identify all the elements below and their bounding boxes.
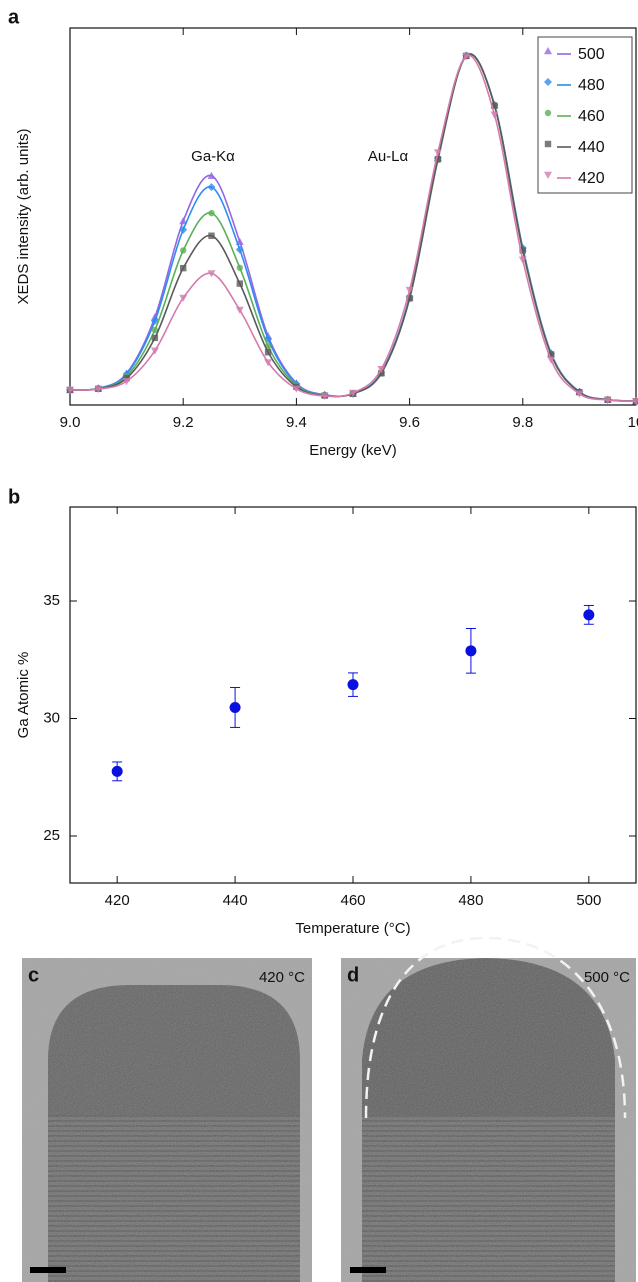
data-point xyxy=(229,701,241,713)
micrograph-c: c 420 °C xyxy=(22,958,312,1282)
legend-box xyxy=(537,36,633,194)
x-axis-label: Energy (keV) xyxy=(309,442,397,459)
x-tick-label: 10 xyxy=(628,414,638,431)
y-tick-label: 30 xyxy=(43,709,60,726)
panel-label: c xyxy=(28,964,39,986)
image-caption: 500 °C xyxy=(584,969,630,986)
legend-marker xyxy=(544,109,552,117)
legend-label: 440 xyxy=(578,139,605,156)
panel-label: a xyxy=(8,6,20,28)
annotation: Ga-Kα xyxy=(191,148,235,165)
x-tick-label: 9.4 xyxy=(286,414,307,431)
legend-label: 420 xyxy=(578,170,605,187)
x-tick-label: 9.0 xyxy=(60,414,81,431)
data-point xyxy=(465,645,477,657)
y-tick-label: 35 xyxy=(43,592,60,609)
x-tick-label: 9.2 xyxy=(173,414,194,431)
x-axis-label: Temperature (°C) xyxy=(295,920,410,937)
series-line xyxy=(69,53,637,403)
legend-marker xyxy=(544,140,552,148)
legend-label: 460 xyxy=(578,108,605,125)
x-tick-label: 9.8 xyxy=(512,414,533,431)
x-tick-label: 480 xyxy=(458,892,483,909)
micrograph-d: d 500 °C xyxy=(341,936,636,1282)
y-axis-label: XEDS intensity (arb. units) xyxy=(15,129,32,305)
panel-label: d xyxy=(347,964,359,986)
legend-marker xyxy=(544,78,552,86)
legend-label: 500 xyxy=(578,46,605,63)
annotation: Au-Lα xyxy=(368,148,409,165)
x-tick-label: 420 xyxy=(105,892,130,909)
plot-frame xyxy=(69,27,637,406)
data-point xyxy=(583,609,595,621)
x-tick-label: 500 xyxy=(576,892,601,909)
x-tick-label: 460 xyxy=(340,892,365,909)
legend-marker xyxy=(544,47,552,55)
legend-marker xyxy=(544,171,552,179)
marker xyxy=(66,386,74,394)
image-caption: 420 °C xyxy=(259,969,305,986)
series-line xyxy=(69,54,637,403)
data-point xyxy=(111,765,123,777)
legend-label: 480 xyxy=(578,77,605,94)
y-axis-label: Ga Atomic % xyxy=(15,652,32,739)
x-tick-label: 9.6 xyxy=(399,414,420,431)
panel-label: b xyxy=(8,486,20,508)
y-tick-label: 25 xyxy=(43,827,60,844)
data-point xyxy=(347,679,359,691)
x-tick-label: 440 xyxy=(223,892,248,909)
